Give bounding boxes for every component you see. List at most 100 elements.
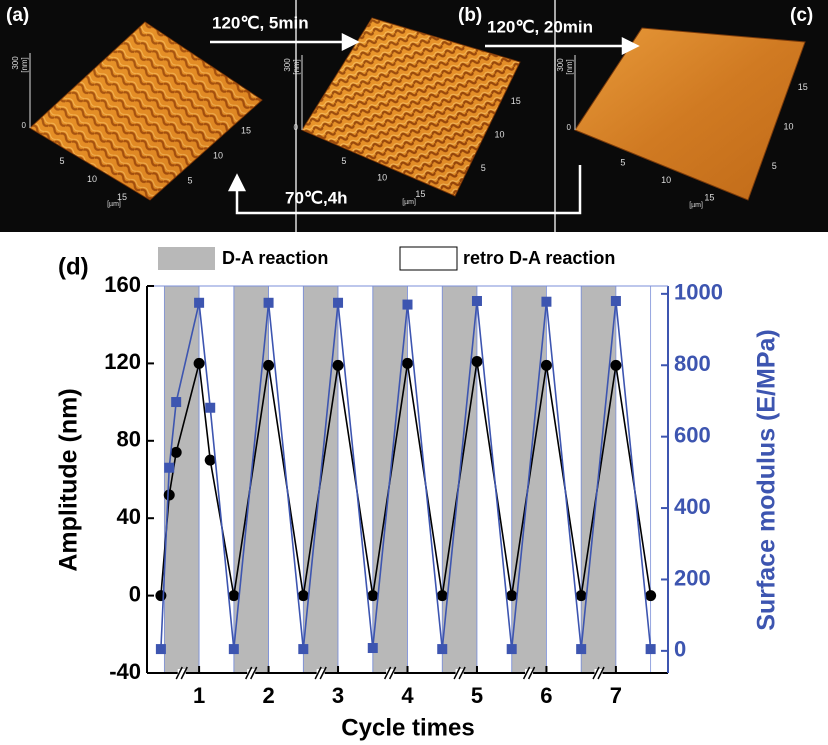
axis-break-gap <box>386 669 395 677</box>
point <box>576 644 587 655</box>
afm-y-tick: 5 <box>187 175 192 185</box>
point <box>171 397 182 408</box>
axis-break <box>319 666 327 680</box>
point <box>297 590 309 602</box>
legend-label: retro D-A reaction <box>463 248 615 268</box>
point <box>333 297 344 308</box>
afm-x-tick: 5 <box>620 157 625 167</box>
point <box>332 359 344 371</box>
point <box>194 297 205 308</box>
x-tick-label: 5 <box>471 683 483 708</box>
point <box>437 644 448 655</box>
point <box>164 462 175 473</box>
x-tick-label: 1 <box>193 683 205 708</box>
y-tick-label: 120 <box>104 349 141 374</box>
afm-x-tick: 15 <box>415 189 425 199</box>
y2-axis-title: Surface modulus (E/MPa) <box>753 329 781 630</box>
axis-break <box>453 666 461 680</box>
panel-label: (a) <box>6 5 29 26</box>
afm-y-tick: 5 <box>481 163 486 173</box>
afm-z-tick: 300 <box>283 58 292 72</box>
y2-tick-label: 0 <box>674 637 686 662</box>
point <box>575 590 587 602</box>
axis-break <box>592 666 600 680</box>
afm-z-unit: [nm] <box>565 59 574 75</box>
point <box>193 357 205 369</box>
y2-tick-label: 800 <box>674 351 711 376</box>
afm-y-tick: 10 <box>783 121 793 131</box>
afm-z-unit: [nm] <box>292 59 301 75</box>
point <box>610 359 622 371</box>
afm-y-tick: 5 <box>772 161 777 171</box>
afm-y-tick: 10 <box>213 150 223 160</box>
panel-label: (b) <box>458 5 482 26</box>
point <box>645 644 656 655</box>
point <box>471 295 482 306</box>
afm-x-tick: 10 <box>87 174 97 184</box>
point <box>506 644 517 655</box>
point <box>263 359 275 371</box>
x-tick-label: 2 <box>262 683 274 708</box>
panel-label: (d) <box>58 253 89 280</box>
legend-label: D-A reaction <box>222 248 328 268</box>
point <box>402 357 413 369</box>
axis-break-gap <box>247 669 256 677</box>
point <box>471 355 483 367</box>
point <box>541 296 552 307</box>
axis-break <box>522 666 531 680</box>
axis-break <box>458 666 466 680</box>
point <box>436 590 448 602</box>
afm-z-unit: [nm] <box>20 57 29 73</box>
axis-break-gap <box>316 669 325 677</box>
axis-break <box>175 666 183 680</box>
y-tick-label: -40 <box>109 659 141 684</box>
point <box>163 489 175 501</box>
afm-unit: [µm] <box>402 199 416 206</box>
x-tick-label: 4 <box>401 683 414 708</box>
point <box>367 590 379 602</box>
arrow-label: 120℃, 20min <box>487 17 593 36</box>
afm-unit: [µm] <box>689 202 703 209</box>
axis-break <box>180 666 188 680</box>
axis-break <box>383 666 392 680</box>
afm-surface <box>574 27 806 201</box>
x-tick-label: 6 <box>540 683 552 708</box>
arrow-label: 70℃,4h <box>285 188 348 207</box>
afm-z-tick: 300 <box>556 58 565 72</box>
y2-tick-label: 400 <box>674 494 711 519</box>
afm-x-tick: 15 <box>704 192 714 202</box>
point <box>263 297 274 308</box>
afm-x-tick: 15 <box>117 192 127 202</box>
point <box>204 454 216 466</box>
legend-swatch <box>399 246 458 271</box>
y-axis-title: Amplitude (nm) <box>55 388 83 571</box>
afm-y-tick: 10 <box>494 129 504 139</box>
afm-y-tick: 15 <box>241 125 251 135</box>
x-axis-title: Cycle times <box>341 714 474 741</box>
afm-z-tick: 0 <box>567 123 572 132</box>
arrows <box>210 32 640 215</box>
afm-z-tick: 0 <box>294 123 299 132</box>
axis-break-gap <box>455 669 464 677</box>
afm-z-tick: 0 <box>22 121 27 130</box>
y-tick-label: 0 <box>129 581 141 606</box>
point <box>228 644 239 655</box>
afm-x-tick: 10 <box>661 175 671 185</box>
point <box>402 299 413 310</box>
point <box>170 446 182 458</box>
y2-tick-label: 200 <box>674 565 711 590</box>
point <box>367 643 378 654</box>
point <box>155 590 167 602</box>
panel-label: (c) <box>790 5 813 26</box>
afm-unit: [µm] <box>107 201 121 208</box>
afm-x-tick: 5 <box>341 156 346 166</box>
point <box>228 590 240 602</box>
afm-y-tick: 15 <box>511 96 521 106</box>
afm-y-tick: 15 <box>798 82 808 92</box>
afm-shade <box>30 22 262 200</box>
y-tick-label: 160 <box>104 272 141 297</box>
axis-break <box>250 666 258 680</box>
legend-swatch <box>158 247 215 270</box>
x-tick-label: 3 <box>332 683 344 708</box>
